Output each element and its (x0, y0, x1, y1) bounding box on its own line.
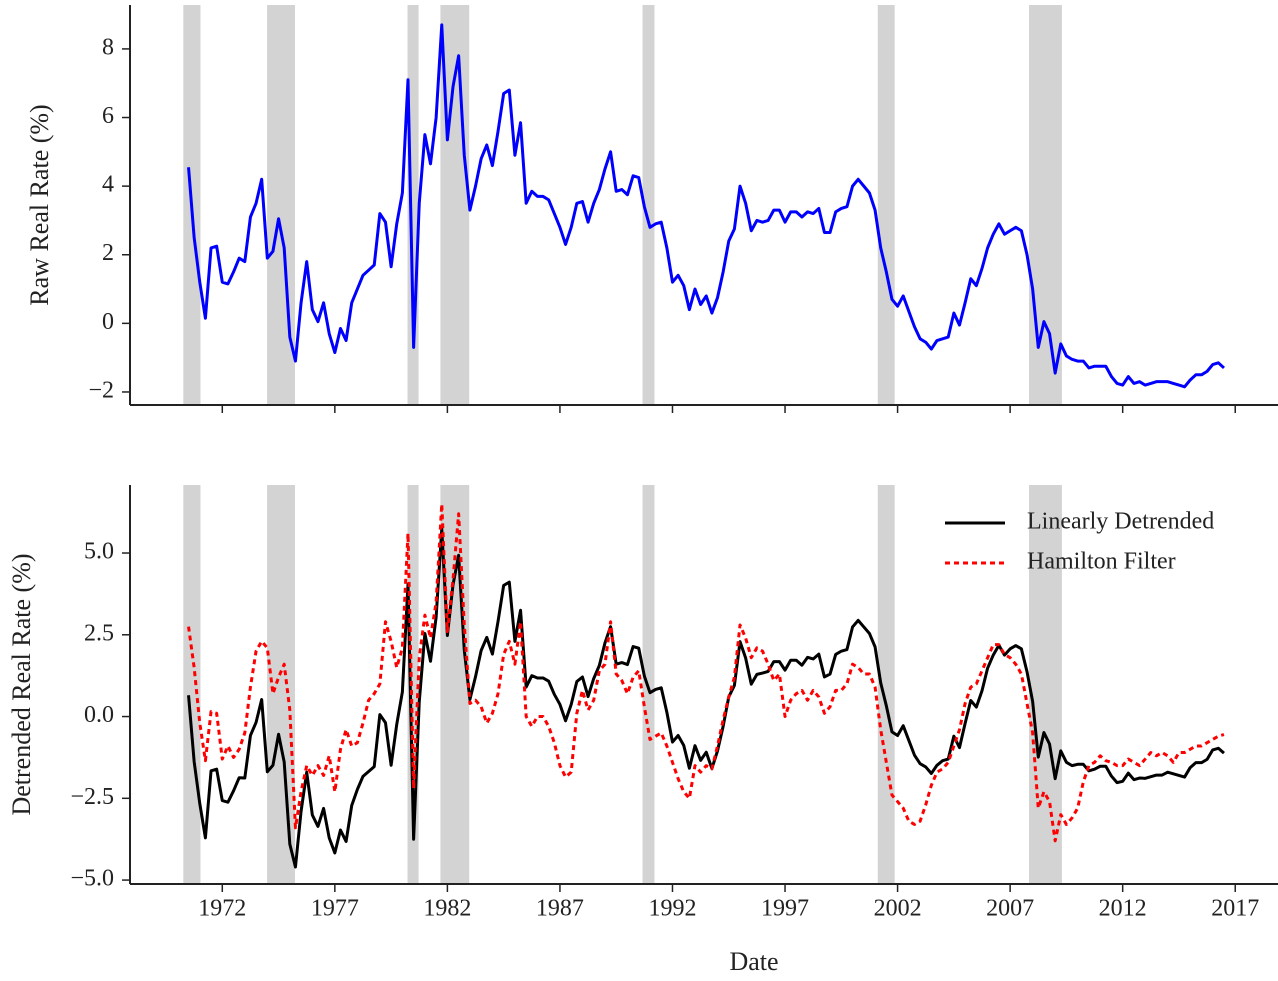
recession-band (877, 5, 895, 405)
y-tick-label: −2 (88, 377, 114, 403)
x-tick-label: 1992 (648, 896, 696, 922)
x-tick-label: 2002 (874, 896, 922, 922)
recession-band (1029, 485, 1062, 884)
legend-label: Hamilton Filter (1027, 549, 1176, 575)
x-axis-title: Date (729, 947, 778, 976)
y-tick-label: −2.5 (70, 784, 114, 810)
data-line (187, 527, 1225, 869)
data-line (187, 502, 1225, 843)
y-tick-label: 8 (102, 34, 114, 60)
x-tick-label: 1997 (761, 896, 809, 922)
recession-band (183, 485, 201, 884)
y-axis-title: Raw Real Rate (%) (25, 104, 54, 305)
x-tick-label: 1982 (423, 896, 471, 922)
x-tick-label: 2017 (1211, 896, 1259, 922)
y-axis-title: Detrended Real Rate (%) (7, 553, 36, 815)
legend-label: Linearly Detrended (1027, 509, 1214, 535)
recession-band (877, 485, 895, 884)
x-tick-label: 1977 (311, 896, 359, 922)
y-tick-label: 4 (102, 172, 114, 198)
x-tick-label: 2012 (1099, 896, 1147, 922)
y-tick-label: 2.5 (84, 620, 114, 646)
y-tick-label: −5.0 (70, 866, 114, 892)
x-tick-label: 2007 (986, 896, 1034, 922)
y-tick-label: 5.0 (84, 539, 114, 565)
x-tick-label: 1972 (198, 896, 246, 922)
x-tick-label: 1987 (536, 896, 584, 922)
y-tick-label: 6 (102, 103, 114, 129)
data-line (187, 23, 1225, 389)
recession-band (407, 5, 419, 405)
recession-band (1029, 5, 1062, 405)
y-tick-label: 0 (102, 309, 114, 335)
recession-band (407, 485, 419, 884)
recession-band (267, 485, 295, 884)
recession-band (642, 5, 655, 405)
y-tick-label: 2 (102, 240, 114, 266)
y-tick-label: 0.0 (84, 702, 114, 728)
